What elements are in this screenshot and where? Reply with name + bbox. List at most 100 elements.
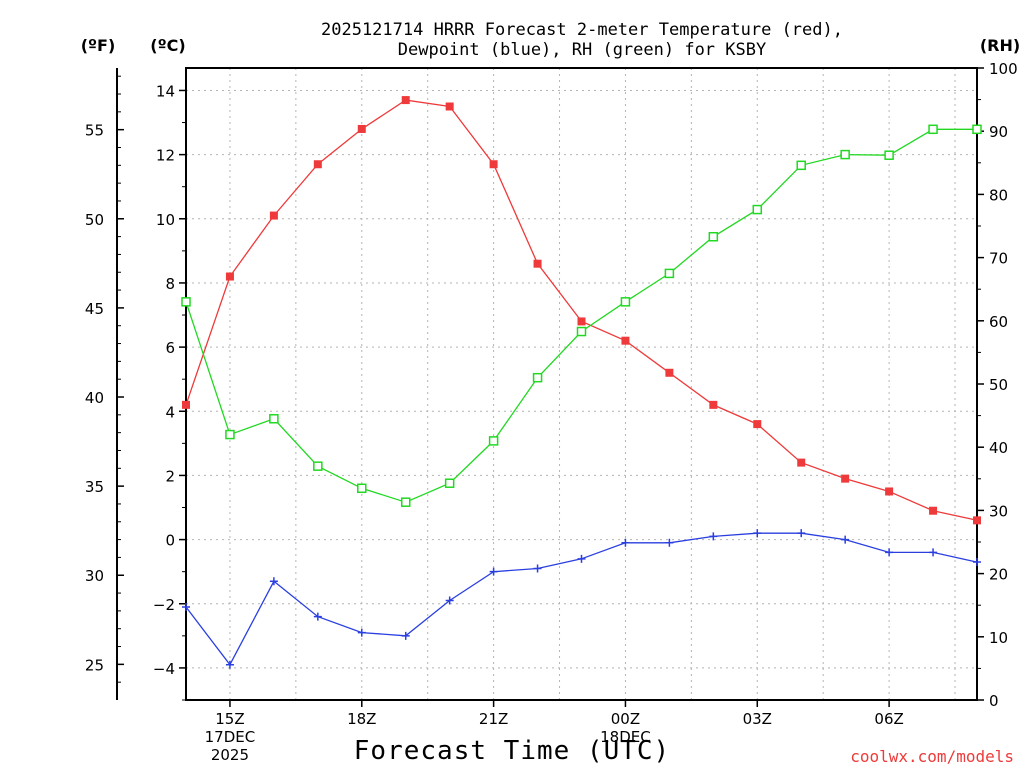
x-tick-label: 21Z (479, 710, 508, 728)
dewpoint-point (313, 612, 322, 621)
rh-tick-label: 80 (989, 186, 1008, 204)
dewpoint-point (753, 529, 762, 538)
dewpoint-point (973, 558, 981, 567)
2-meter-temperature-point (182, 400, 190, 409)
celsius-tick-label: 6 (165, 339, 175, 357)
celsius-tick-label: −2 (153, 596, 175, 614)
rh-point (400, 497, 411, 507)
series-layer (181, 96, 982, 669)
dewpoint-point (489, 567, 498, 576)
2-meter-temperature-point (797, 458, 806, 467)
rh-point (444, 478, 455, 488)
x-tick-label: 2025 (211, 746, 249, 764)
dewpoint-point (401, 631, 410, 640)
rh-point (576, 326, 587, 337)
2-meter-temperature-point (753, 420, 762, 429)
fahrenheit-unit-label: (ºF) (81, 36, 116, 55)
2-meter-temperature-point (973, 516, 981, 525)
rh-point (357, 483, 367, 494)
2-meter-temperature-point (577, 317, 586, 326)
x-axis-label: Forecast Time (UTC) (354, 736, 670, 766)
2-meter-temperature-point (225, 272, 234, 281)
x-tick-label: 15Z (215, 710, 244, 728)
celsius-tick-label: 0 (165, 532, 175, 550)
credit-text: coolwx.com/models (850, 747, 1014, 766)
celsius-tick-label: 12 (156, 147, 175, 165)
rh-point (620, 297, 631, 307)
x-tick-label: 17DEC (205, 728, 256, 746)
rh-point (840, 149, 850, 160)
rh-point (708, 231, 719, 242)
rh-series (181, 124, 982, 507)
2-meter-temperature-line (185, 99, 978, 521)
chart-title-line1: 2025121714 HRRR Forecast 2-meter Tempera… (321, 20, 843, 40)
dewpoint-point (182, 602, 190, 611)
2-meter-temperature-point (709, 400, 718, 409)
rh-point (928, 124, 938, 135)
rh-tick-label: 50 (989, 376, 1008, 394)
fahrenheit-tick-label: 40 (85, 389, 104, 407)
dewpoint-point (225, 660, 234, 669)
rh-point (884, 150, 894, 160)
fahrenheit-tick-label: 30 (85, 567, 104, 585)
rh-tick-label: 100 (989, 60, 1018, 78)
2-meter-temperature-point (401, 96, 410, 105)
rh-tick-label: 40 (989, 439, 1008, 457)
rh-point (752, 204, 763, 215)
rh-tick-label: 20 (989, 566, 1008, 584)
2-meter-temperature-point (269, 211, 278, 220)
dewpoint-point (797, 529, 806, 538)
rh-point (796, 160, 806, 171)
dewpoint-point (709, 532, 718, 541)
dewpoint-point (841, 535, 850, 544)
chart-title-line2: Dewpoint (blue), RH (green) for KSBY (398, 40, 766, 60)
celsius-tick-label: 2 (165, 467, 175, 485)
rh-point (181, 297, 191, 307)
dewpoint-point (445, 596, 454, 605)
fahrenheit-tick-label: 25 (85, 656, 104, 674)
x-tick-label: 06Z (874, 710, 903, 728)
celsius-tick-label: 8 (165, 275, 175, 293)
rh-point (664, 268, 675, 279)
dewpoint-point (577, 554, 586, 563)
dewpoint-point (533, 564, 542, 573)
dewpoint-point (269, 577, 278, 586)
2-meter-temperature-point (841, 474, 850, 483)
rh-point (532, 372, 543, 383)
2-meter-temperature-point (929, 506, 938, 515)
dewpoint-point (929, 548, 938, 557)
rh-point (313, 461, 323, 471)
2-meter-temperature-point (533, 259, 542, 268)
dewpoint-line (185, 532, 978, 666)
dewpoint-series (182, 529, 981, 669)
rh-point (269, 414, 279, 424)
rh-point (972, 124, 982, 135)
celsius-unit-label: (ºC) (150, 36, 185, 55)
celsius-tick-label: 4 (165, 403, 175, 421)
2-meter-temperature-series (182, 96, 981, 525)
2-meter-temperature-point (489, 160, 498, 169)
rh-line (185, 128, 977, 503)
fahrenheit-tick-label: 45 (85, 300, 104, 318)
x-tick-label: 00Z (611, 710, 640, 728)
dewpoint-point (885, 548, 894, 557)
2-meter-temperature-point (885, 487, 894, 496)
rh-tick-label: 70 (989, 250, 1008, 268)
dewpoint-point (665, 538, 674, 547)
rh-unit-label: (RH) (980, 36, 1020, 55)
celsius-tick-label: 14 (156, 82, 175, 100)
fahrenheit-tick-label: 50 (85, 211, 104, 229)
fahrenheit-tick-label: 35 (85, 478, 104, 496)
x-tick-label: 03Z (743, 710, 772, 728)
dewpoint-point (621, 538, 630, 547)
x-tick-label: 18DEC (600, 728, 651, 746)
rh-tick-label: 30 (989, 502, 1008, 520)
rh-point (488, 436, 499, 446)
2-meter-temperature-point (357, 124, 366, 133)
dewpoint-point (357, 628, 366, 637)
2-meter-temperature-point (665, 368, 674, 377)
2-meter-temperature-point (445, 102, 454, 111)
x-tick-label: 18Z (347, 710, 376, 728)
